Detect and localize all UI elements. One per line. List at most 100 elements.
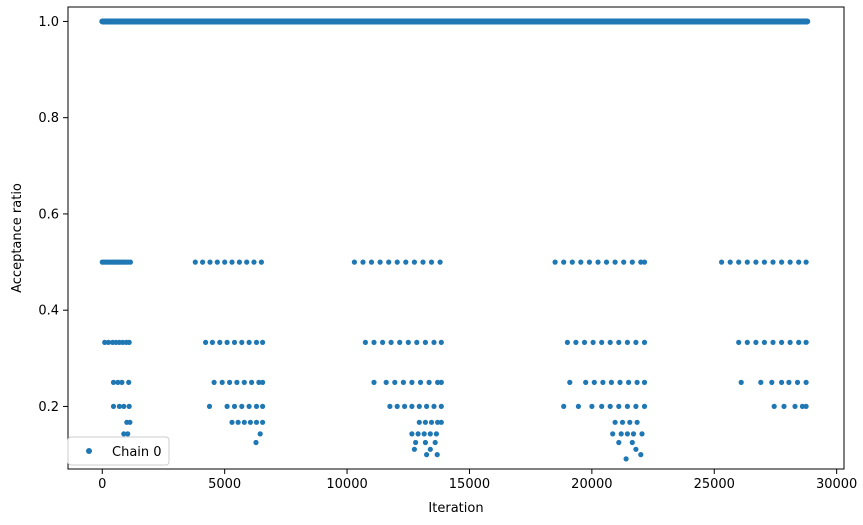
legend-frame [67,436,170,466]
data-point [438,339,444,345]
data-point [206,403,213,409]
data-point [227,379,233,385]
data-point [214,259,220,265]
data-point [431,339,437,345]
data-point [428,419,435,425]
data-point [422,339,428,345]
data-point [591,379,597,385]
data-point [781,403,787,409]
data-point [239,403,245,409]
data-point [787,339,793,345]
y-axis: 0.2 0.4 0.6 0.8 1.0 [38,15,68,415]
data-point [420,259,426,265]
data-point [415,431,421,437]
data-point [629,259,635,265]
y-tick-label: 0.4 [38,304,59,319]
data-point [799,403,806,409]
data-point [217,339,223,345]
data-point [253,403,260,409]
data-point [428,259,435,265]
data-point [573,339,579,345]
data-point [770,259,776,265]
data-point [115,379,121,385]
data-point [409,403,415,409]
data-point [371,379,377,385]
data-point [253,439,259,446]
data-point [209,339,215,345]
data-point [561,259,567,265]
data-point [409,431,415,437]
legend-label-chain-0: Chain 0 [112,445,162,460]
data-point [590,339,596,345]
data-point [126,379,132,385]
data-point [796,259,802,265]
data-point [639,431,645,437]
data-point [786,379,792,385]
data-point [253,419,260,425]
data-point [792,403,798,409]
data-point [803,259,809,265]
data-point [727,259,733,265]
data-point [207,259,213,265]
data-point [586,259,593,265]
y-tick-label: 0.8 [38,111,59,126]
data-point [247,419,253,425]
data-point [437,259,443,265]
data-point [633,446,639,452]
data-point [200,259,206,265]
data-point [392,379,398,385]
data-point [260,419,266,425]
data-point [595,259,601,265]
data-point [438,379,444,385]
data-point [744,259,750,265]
data-point [380,339,386,345]
data-point [719,259,725,265]
data-point [414,339,420,345]
data-point [110,403,117,409]
data-point [634,419,640,425]
data-point [438,419,444,425]
data-point [192,259,198,265]
data-point [779,259,785,265]
data-point [624,431,631,437]
data-point [236,259,242,265]
data-point [634,379,640,385]
data-point [377,259,383,265]
x-tick-label: 30000 [816,477,857,492]
data-point [564,339,571,345]
data-point [769,379,775,385]
plot-area-frame [67,6,845,470]
data-point [246,403,252,409]
data-point [239,339,245,345]
data-point [619,419,626,425]
data-point [251,259,257,265]
data-point [616,339,622,345]
data-point [608,379,615,385]
data-point [758,379,764,385]
data-point [424,403,430,409]
data-point [427,431,433,437]
y-axis-label: Acceptance ratio [10,183,25,293]
y-tick-label: 0.2 [38,400,59,415]
data-point [368,259,375,265]
data-point [234,379,240,385]
data-point [235,419,241,425]
x-tick-label: 0 [98,477,106,492]
data-point [612,419,618,425]
legend-marker [86,448,92,454]
data-point [561,403,567,409]
x-axis: 0 5000 10000 15000 20000 25000 30000 [98,469,857,492]
data-point [627,419,633,425]
data-point [416,419,422,425]
data-point [422,439,428,446]
data-point [607,339,613,345]
data-point [231,403,238,409]
data-point [231,339,238,345]
data-point [241,419,247,425]
data-point [787,259,793,265]
data-point [630,431,637,437]
data-point [434,452,440,458]
data-point [244,259,250,265]
data-point [761,259,768,265]
data-point [387,403,393,409]
